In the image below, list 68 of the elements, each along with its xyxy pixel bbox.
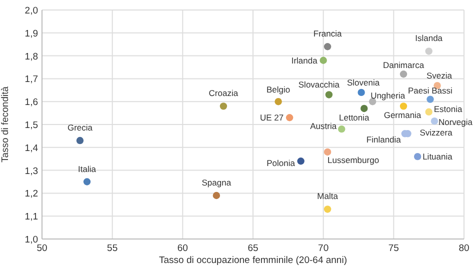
point (220, 102, 228, 110)
y-tick-label: 1,8 (24, 51, 38, 62)
y-tick-label: 1,9 (24, 28, 38, 40)
point (414, 152, 422, 160)
series-label: Belgio (266, 84, 290, 95)
point (83, 178, 91, 186)
x-tick-label: 80 (458, 243, 470, 254)
point (425, 48, 432, 55)
series-label: Finlandia (366, 134, 402, 145)
series-label: Slovacchia (298, 80, 340, 90)
series-label: Paesi Bassi (408, 85, 453, 96)
series-label: Croazia (208, 88, 238, 98)
series-label: Svezia (426, 70, 452, 81)
x-tick-label: 75 (388, 243, 399, 254)
series-label: Irlanda (291, 55, 318, 66)
series-label: Danimarca (382, 60, 424, 70)
y-axis-title: Tasso di fecondità (0, 86, 11, 163)
point (360, 104, 368, 112)
x-tick-label: 50 (36, 243, 48, 254)
series-label: Slovenia (347, 77, 380, 88)
y-tick-label: 1,6 (24, 97, 38, 108)
point (338, 125, 346, 133)
series-label: Lettonia (339, 112, 370, 122)
point (324, 206, 332, 213)
point (425, 108, 432, 116)
series-label: Svizzera (420, 128, 453, 138)
series-label: Ungheria (370, 90, 406, 101)
point (320, 56, 327, 64)
point (212, 192, 220, 200)
point (430, 117, 438, 125)
point (400, 102, 408, 110)
series-label: Polonia (266, 158, 296, 168)
y-tick-label: 1,2 (24, 188, 38, 200)
series-label: Islanda (415, 33, 443, 44)
series-label: UE 27 (260, 112, 284, 123)
point (76, 136, 84, 144)
series-label: Germania (384, 110, 422, 120)
point (426, 96, 434, 103)
x-tick-label: 55 (107, 243, 118, 254)
point (324, 148, 332, 156)
point (297, 158, 304, 165)
series-label: Austria (310, 121, 337, 132)
y-tick-label: 1,5 (24, 120, 38, 131)
x-tick-label: 70 (318, 243, 329, 254)
y-tick-label: 1,1 (24, 212, 38, 223)
point (274, 98, 282, 106)
point (325, 91, 333, 98)
y-tick-label: 1,4 (24, 142, 38, 154)
x-tick-label: 65 (248, 243, 258, 254)
point (400, 70, 408, 78)
x-axis-title: Tasso di occupazione femminile (20-64 anni) (159, 255, 347, 266)
series-label: Norvegia (438, 117, 473, 128)
series-label: Malta (317, 191, 338, 202)
y-tick-label: 2,0 (24, 6, 38, 16)
y-tick-label: 1,7 (24, 74, 38, 86)
series-label: Estonia (434, 104, 462, 114)
point (358, 88, 365, 96)
series-label: Italia (78, 164, 96, 174)
series-label: Grecia (67, 122, 93, 133)
point (324, 43, 332, 50)
x-tick-label: 60 (177, 243, 188, 254)
y-tick-label: 1,3 (24, 166, 38, 177)
series-label: Francia (313, 28, 342, 39)
point (286, 114, 294, 122)
series-label: Lituania (422, 152, 453, 162)
series-label: Spagna (202, 177, 232, 188)
y-tick-label: 1,0 (24, 234, 38, 246)
series-label: Lussemburgo (328, 154, 380, 165)
